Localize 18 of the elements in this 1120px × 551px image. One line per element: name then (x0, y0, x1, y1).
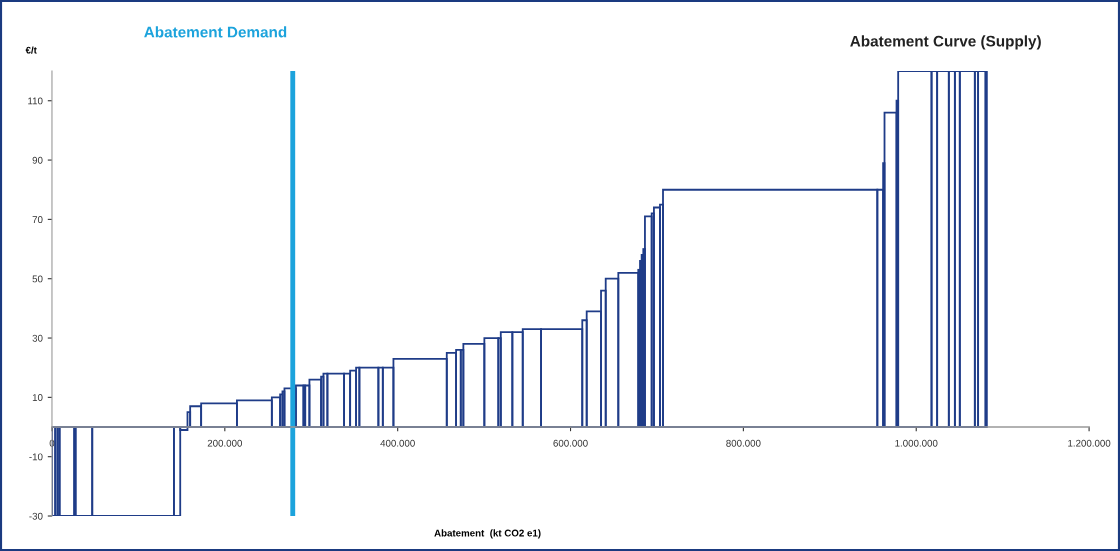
x-axis-title: Abatement (kt CO2 e1) (434, 529, 541, 539)
y-tick-label: -10 (29, 453, 43, 461)
y-tick-label: 10 (32, 394, 43, 401)
x-tick-label: 200.000 (207, 439, 243, 447)
y-tick-label: 110 (28, 97, 43, 105)
text: Abatement Curve (Supply) (850, 35, 1041, 50)
y-axis-title: €/t (25, 46, 37, 54)
ref-line-label: Abatement Demand (144, 26, 287, 38)
x-tick-label: 1.000.000 (895, 439, 938, 447)
x-tick-label: 400.000 (380, 439, 415, 447)
x-tick-label: 1.200.000 (1068, 439, 1111, 447)
y-tick-label: 70 (32, 216, 43, 224)
y-tick-label: 90 (32, 156, 43, 164)
y-tick-label: 50 (32, 275, 43, 283)
y-tick-label: 30 (32, 334, 43, 342)
x-tick-label: 800.000 (726, 439, 761, 447)
x-tick-label: 600.000 (553, 439, 588, 447)
y-tick-label: -30 (29, 512, 43, 520)
